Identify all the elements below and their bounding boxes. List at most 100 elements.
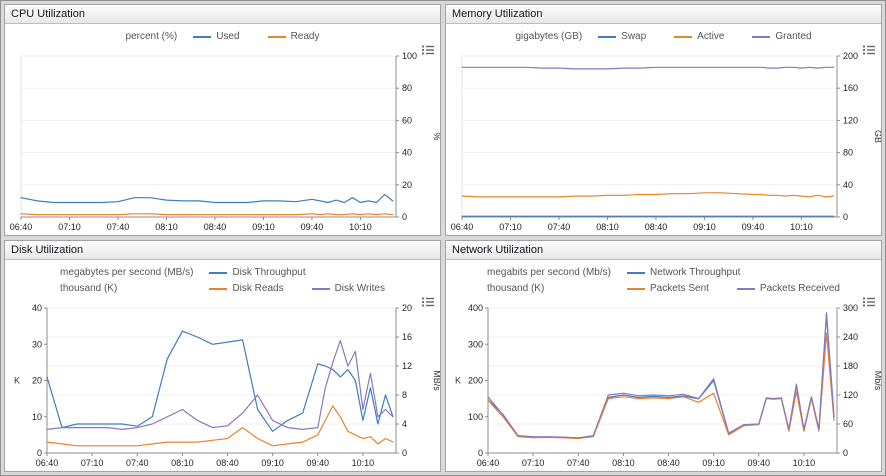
panel-cpu-utilization: CPU Utilization percent (%) Used Ready 06:… <box>4 4 442 236</box>
svg-text:160: 160 <box>843 83 858 93</box>
series-packets-received <box>487 314 835 439</box>
chart-legend: megabytes per second (MB/s) Disk Throughp… <box>5 260 440 296</box>
svg-text:08:10: 08:10 <box>155 222 178 232</box>
legend-unit-label: megabytes per second (MB/s) <box>60 267 194 278</box>
svg-text:300: 300 <box>468 339 483 349</box>
panel-titlebar: Disk Utilization <box>5 241 440 260</box>
svg-text:80: 80 <box>843 148 853 158</box>
legend-swatch <box>193 35 212 38</box>
legend-unit-label: percent (%) <box>125 31 178 42</box>
svg-text:0: 0 <box>478 448 483 458</box>
series-disk-writes <box>46 339 394 430</box>
svg-text:40: 40 <box>843 180 853 190</box>
legend-label: Active <box>697 31 725 42</box>
disk-utilization-chart: megabytes per second (MB/s) Disk Throughp… <box>5 260 442 471</box>
series-ready <box>20 213 394 216</box>
chart-data-view-icon[interactable] <box>421 44 435 56</box>
svg-text:09:40: 09:40 <box>301 222 324 232</box>
chart-data-view-icon[interactable] <box>862 296 876 308</box>
legend-entry: Disk Writes <box>311 283 385 294</box>
svg-text:10:10: 10:10 <box>352 458 375 468</box>
svg-text:10:10: 10:10 <box>790 222 813 232</box>
svg-text:09:40: 09:40 <box>307 458 330 468</box>
svg-text:200: 200 <box>843 51 858 61</box>
svg-text:07:40: 07:40 <box>107 222 130 232</box>
legend-label: Packets Received <box>759 283 840 294</box>
chart-data-view-icon[interactable] <box>862 44 876 56</box>
svg-text:100: 100 <box>402 51 417 61</box>
svg-text:06:40: 06:40 <box>10 222 33 232</box>
legend-entry: Granted <box>752 31 812 42</box>
series-granted <box>461 66 835 70</box>
svg-text:0: 0 <box>402 448 407 458</box>
svg-text:10:10: 10:10 <box>793 458 816 468</box>
svg-text:K: K <box>14 376 20 386</box>
chart-legend: gigabytes (GB) Swap Active Granted <box>446 24 881 44</box>
legend-entry: Packets Received <box>736 283 840 294</box>
legend-entry: Disk Throughput <box>209 267 306 278</box>
legend-label: Disk Reads <box>232 283 284 294</box>
legend-label: Disk Throughput <box>232 267 306 278</box>
svg-text:120: 120 <box>843 115 858 125</box>
legend-entry: Active <box>674 31 724 42</box>
svg-text:10:10: 10:10 <box>349 222 372 232</box>
chart-canvas: 06:40 07:10 07:40 08:10 08:40 09:10 09:40 10:10… <box>14 303 442 468</box>
svg-text:07:10: 07:10 <box>58 222 81 232</box>
legend-swatch <box>311 287 330 290</box>
legend-entries: Packets Sent Packets Received <box>626 283 840 294</box>
svg-text:09:10: 09:10 <box>693 222 716 232</box>
chart-plot-area: 06:40 07:10 07:40 08:10 08:40 09:10 09:40 10:10… <box>5 296 442 471</box>
panel-title: Network Utilization <box>452 244 544 256</box>
panel-memory-utilization: Memory Utilization gigabytes (GB) Swap Act… <box>445 4 883 236</box>
legend-unit-label: thousand (K) <box>60 283 118 294</box>
svg-text:400: 400 <box>468 303 483 313</box>
svg-text:40: 40 <box>402 148 412 158</box>
svg-text:09:40: 09:40 <box>748 458 771 468</box>
legend-entry: Network Throughput <box>626 267 740 278</box>
legend-label: Used <box>216 31 240 42</box>
legend-unit-label: megabits per second (Mb/s) <box>487 267 611 278</box>
svg-text:08:40: 08:40 <box>216 458 239 468</box>
series-disk-throughput <box>46 330 394 432</box>
svg-text:100: 100 <box>468 412 483 422</box>
svg-text:08:40: 08:40 <box>645 222 668 232</box>
svg-text:06:40: 06:40 <box>451 222 474 232</box>
legend-swatch <box>209 287 228 290</box>
series-used <box>20 193 394 204</box>
legend-swatch <box>267 35 286 38</box>
svg-text:200: 200 <box>468 376 483 386</box>
svg-text:08:10: 08:10 <box>596 222 619 232</box>
svg-text:16: 16 <box>402 332 412 342</box>
svg-text:06:40: 06:40 <box>36 458 59 468</box>
svg-text:08:40: 08:40 <box>657 458 680 468</box>
svg-text:180: 180 <box>843 361 858 371</box>
svg-text:300: 300 <box>843 303 858 313</box>
legend-entry: Packets Sent <box>626 283 709 294</box>
legend-label: Disk Writes <box>334 283 385 294</box>
legend-label: Packets Sent <box>649 283 709 294</box>
cpu-utilization-chart: percent (%) Used Ready 06:40 07:10 07:40 08:1… <box>5 24 442 235</box>
legend-entry: Disk Reads <box>209 283 284 294</box>
svg-text:08:10: 08:10 <box>171 458 194 468</box>
svg-text:06:40: 06:40 <box>477 458 500 468</box>
svg-text:GB: GB <box>873 130 881 143</box>
legend-swatch <box>674 35 693 38</box>
chart-legend: percent (%) Used Ready <box>5 24 440 44</box>
panel-titlebar: Memory Utilization <box>446 5 881 24</box>
svg-text:10: 10 <box>32 412 42 422</box>
svg-text:MB/s: MB/s <box>432 370 440 391</box>
svg-text:60: 60 <box>402 115 412 125</box>
svg-text:120: 120 <box>843 390 858 400</box>
legend-swatch <box>626 287 645 290</box>
chart-data-view-icon[interactable] <box>421 296 435 308</box>
legend-entry: Ready <box>267 31 319 42</box>
svg-text:8: 8 <box>402 390 407 400</box>
legend-entry: Swap <box>598 31 646 42</box>
svg-text:K: K <box>455 376 461 386</box>
legend-swatch <box>752 35 771 38</box>
svg-text:20: 20 <box>402 303 412 313</box>
svg-text:07:40: 07:40 <box>548 222 571 232</box>
svg-text:20: 20 <box>402 180 412 190</box>
svg-text:09:10: 09:10 <box>261 458 284 468</box>
